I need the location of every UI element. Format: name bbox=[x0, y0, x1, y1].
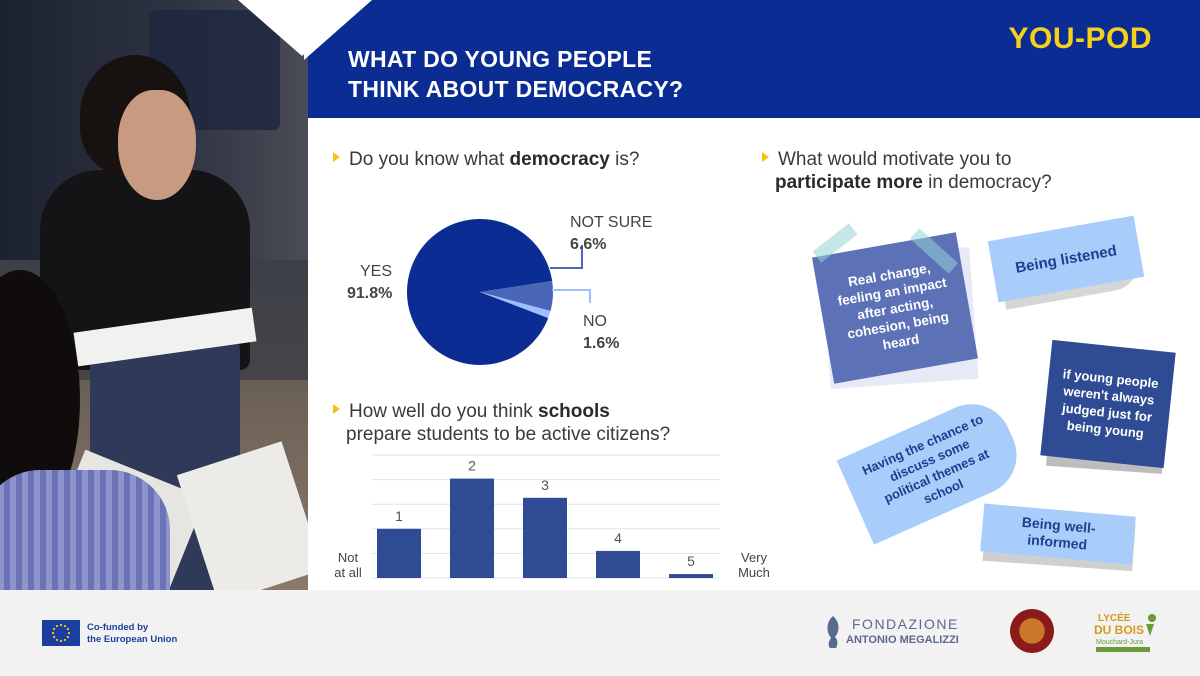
bar-4 bbox=[596, 550, 640, 578]
callout-line-no bbox=[552, 289, 591, 303]
bar-3 bbox=[523, 497, 567, 578]
bar-xlabel-left-2: at all bbox=[334, 565, 362, 580]
sticky-note-young-people: if young people weren't always judged ju… bbox=[1040, 339, 1176, 469]
question-motivation: What would motivate you to participate m… bbox=[762, 148, 1052, 194]
sticky-note-being-listened: Being listened bbox=[987, 215, 1145, 303]
bullet-triangle-icon bbox=[333, 404, 340, 414]
bar-xlabel-right-1: Very bbox=[741, 550, 768, 565]
school-seal-logo bbox=[1010, 609, 1054, 653]
page-title: WHAT DO YOUNG PEOPLE THINK ABOUT DEMOCRA… bbox=[348, 46, 684, 102]
bar-xlabel-right-2: Much bbox=[738, 565, 770, 580]
question-schools: How well do you think schools prepare st… bbox=[333, 400, 670, 446]
svg-text:DU BOIS: DU BOIS bbox=[1094, 623, 1144, 637]
hero-photo bbox=[0, 0, 308, 590]
bar-5 bbox=[669, 574, 713, 578]
callout-line-not-sure bbox=[550, 245, 583, 269]
you-pod-logo: YOU-POD bbox=[1008, 22, 1152, 55]
pie-value-yes: 91.8% bbox=[347, 285, 392, 302]
svg-text:LYCÉE: LYCÉE bbox=[1098, 611, 1131, 624]
bar-chart-schools: 1 2 3 4 5 Not at all Very Much bbox=[334, 454, 770, 580]
svg-text:Mouchard-Jura: Mouchard-Jura bbox=[1096, 639, 1143, 646]
bar-label-4: 4 bbox=[614, 530, 622, 546]
bullet-triangle-icon bbox=[762, 152, 769, 162]
pie-label-no: NO bbox=[583, 313, 607, 330]
fondazione-emblem-icon bbox=[827, 616, 839, 648]
pie-label-not-sure: NOT SURE bbox=[570, 214, 652, 231]
bar-2 bbox=[450, 478, 494, 578]
sticky-note-real-change: Real change, feeling an impact after act… bbox=[811, 232, 979, 384]
fondazione-megalizzi-logo: FONDAZIONE ANTONIO MEGALIZZI bbox=[822, 614, 959, 654]
lycee-du-bois-logo: LYCÉE DU BOIS Mouchard-Jura bbox=[1090, 610, 1166, 654]
header-banner: WHAT DO YOUNG PEOPLE THINK ABOUT DEMOCRA… bbox=[304, 0, 1200, 118]
pie-slice-not-sure bbox=[480, 281, 553, 312]
pie-value-no: 1.6% bbox=[583, 335, 619, 352]
pie-label-yes: YES bbox=[360, 263, 392, 280]
footer-bar: Co-funded by the European Union FONDAZION… bbox=[0, 590, 1200, 676]
pie-slice-no bbox=[480, 292, 551, 319]
bar-xlabel-left-1: Not bbox=[338, 550, 359, 565]
eu-cofunded-text: Co-funded by the European Union bbox=[87, 622, 178, 645]
bar-label-2: 2 bbox=[468, 458, 476, 474]
bar-label-1: 1 bbox=[395, 508, 403, 524]
pie-slice-yes bbox=[407, 218, 553, 365]
bar-label-5: 5 bbox=[687, 553, 695, 569]
pie-value-not-sure: 6.6% bbox=[570, 236, 606, 253]
bar-1 bbox=[377, 528, 421, 578]
eu-flag-icon bbox=[42, 620, 80, 646]
bar-label-3: 3 bbox=[541, 477, 549, 493]
question-democracy: Do you know what democracy is? bbox=[333, 148, 639, 171]
pie-chart-democracy: YES 91.8% NOT SURE 6.6% NO 1.6% bbox=[347, 214, 652, 365]
bullet-triangle-icon bbox=[333, 152, 340, 162]
